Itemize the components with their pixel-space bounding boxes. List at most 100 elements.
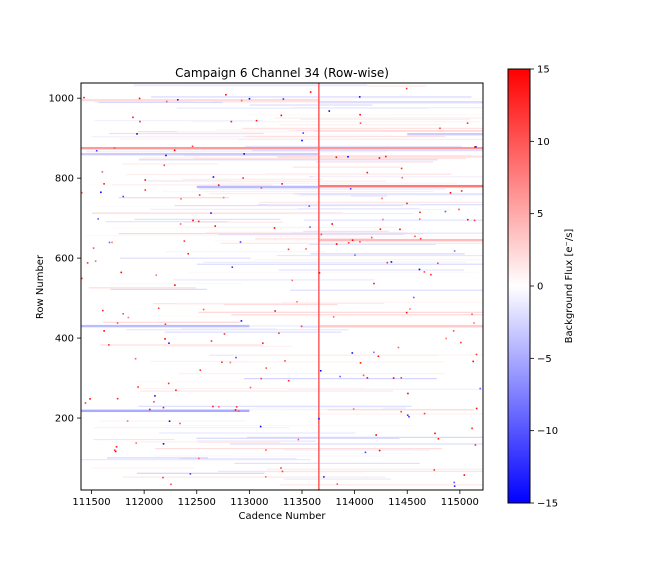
heatmap-streak: [165, 251, 326, 253]
heatmap-hot-pixel: [366, 171, 369, 174]
heatmap-streak: [251, 149, 483, 152]
heatmap-streak: [243, 407, 383, 409]
heatmap-hot-pixel: [180, 198, 182, 200]
heatmap-hot-pixel: [127, 316, 130, 319]
heatmap-hot-pixel: [225, 93, 227, 96]
heatmap-hot-pixel: [385, 155, 387, 158]
heatmap-row-band: [407, 132, 483, 136]
heatmap-hot-pixel: [434, 432, 436, 435]
y-tick-label: 200: [55, 414, 74, 425]
heatmap-streak: [140, 390, 394, 392]
heatmap-hot-pixel: [163, 164, 166, 167]
heatmap-streak: [274, 117, 483, 119]
heatmap-hot-pixel: [249, 386, 252, 389]
x-tick-label: 114500: [388, 497, 426, 508]
colorbar-tick-label: −15: [537, 499, 558, 510]
heatmap-hot-pixel: [473, 219, 476, 222]
heatmap-hot-pixel: [264, 475, 267, 478]
heatmap-hot-pixel: [111, 241, 113, 244]
heatmap-streak: [164, 345, 293, 348]
y-tick-label: 1000: [49, 94, 74, 105]
heatmap-hot-pixel: [155, 274, 158, 276]
colorbar-gradient: [507, 68, 531, 504]
heatmap-streak: [113, 227, 315, 229]
heatmap-hot-pixel: [386, 261, 389, 264]
heatmap-hot-pixel: [472, 360, 475, 363]
heatmap-hot-pixel: [364, 451, 367, 454]
heatmap-hot-pixel: [332, 316, 335, 318]
heatmap-streak: [136, 472, 265, 474]
heatmap-hot-pixel: [354, 254, 356, 256]
colorbar-tick-label: −5: [537, 354, 552, 365]
heatmap-hot-pixel: [165, 154, 167, 157]
chart-title: Campaign 6 Channel 34 (Row-wise): [175, 66, 389, 80]
heatmap-hot-pixel: [260, 187, 263, 189]
heatmap-hot-pixel: [366, 377, 369, 379]
heatmap-streak: [310, 253, 465, 255]
heatmap-hot-pixel: [97, 218, 99, 220]
heatmap-streak: [297, 208, 420, 210]
x-axis: 111500 112000 112500 113000 113500 114000 1145…: [72, 490, 479, 508]
heatmap-row-band: [81, 152, 319, 156]
heatmap-streak: [278, 269, 464, 271]
heatmap-streak: [287, 388, 483, 390]
heatmap-hot-pixel: [382, 218, 384, 221]
heatmap-hot-pixel: [122, 312, 124, 315]
heatmap-hot-pixel: [240, 99, 243, 102]
heatmap-streak: [211, 182, 458, 184]
y-tick-label: 800: [55, 174, 74, 185]
heatmap-hot-pixel: [433, 469, 436, 471]
heatmap-hot-pixel: [423, 271, 426, 273]
heatmap-hot-pixel: [153, 400, 155, 403]
heatmap-hot-pixel: [175, 389, 177, 392]
heatmap-streak: [187, 271, 479, 274]
heatmap-streak: [152, 315, 459, 317]
x-axis-label: Cadence Number: [239, 511, 327, 522]
heatmap-hot-pixel: [351, 352, 354, 354]
heatmap-hot-pixel: [248, 97, 251, 100]
heatmap-row-band: [81, 409, 250, 413]
heatmap-streak: [224, 303, 338, 306]
heatmap-hot-pixel: [134, 357, 137, 360]
heatmap-hot-pixel: [400, 410, 402, 413]
heatmap-streak: [81, 459, 311, 461]
heatmap-streak: [266, 468, 483, 470]
heatmap-row-band: [196, 185, 319, 189]
heatmap-streak: [93, 438, 175, 441]
heatmap-hot-pixel: [423, 412, 426, 415]
heatmap-hot-pixel: [212, 176, 215, 178]
plot-frame: [80, 82, 484, 491]
heatmap-streak: [279, 124, 442, 126]
heatmap-streak: [182, 178, 323, 180]
heatmap-hot-pixel: [439, 127, 441, 130]
heatmap-hot-pixel: [319, 369, 322, 372]
heatmap-row-band: [81, 146, 483, 150]
heatmap-hot-pixel: [359, 122, 362, 124]
heatmap-hot-pixel: [471, 427, 473, 430]
heatmap-hot-pixel: [108, 344, 110, 346]
heatmap-hot-pixel: [331, 223, 333, 225]
heatmap-hot-pixel: [265, 449, 267, 451]
x-tick-label: 113500: [283, 497, 321, 508]
heatmap-streak: [232, 325, 326, 327]
heatmap-hot-pixel: [281, 183, 283, 185]
heatmap-row-band: [318, 238, 483, 242]
heatmap-hot-pixel: [273, 227, 276, 229]
heatmap-hot-pixel: [352, 408, 355, 410]
heatmap-hot-pixel: [351, 239, 354, 242]
heatmap-hot-pixel: [138, 97, 141, 100]
heatmap-streak: [233, 354, 483, 356]
heatmap-hot-pixel: [191, 145, 194, 148]
heatmap-hot-pixel: [453, 485, 456, 487]
heatmap-hot-pixel: [102, 309, 104, 312]
heatmap-hot-pixel: [234, 409, 237, 411]
heatmap-hot-pixel: [237, 410, 240, 413]
heatmap-streak: [100, 344, 264, 346]
colorbar: −15 −10 −5 0 5 10 15 Background Flux [e⁻/s]: [507, 65, 575, 510]
heatmap-hot-pixel: [430, 273, 432, 276]
heatmap-hot-pixel: [231, 266, 234, 268]
heatmap-hot-pixel: [359, 240, 361, 243]
heatmap-hot-pixel: [162, 443, 165, 445]
plot-area: [80, 82, 484, 491]
heatmap-hot-pixel: [418, 268, 421, 271]
